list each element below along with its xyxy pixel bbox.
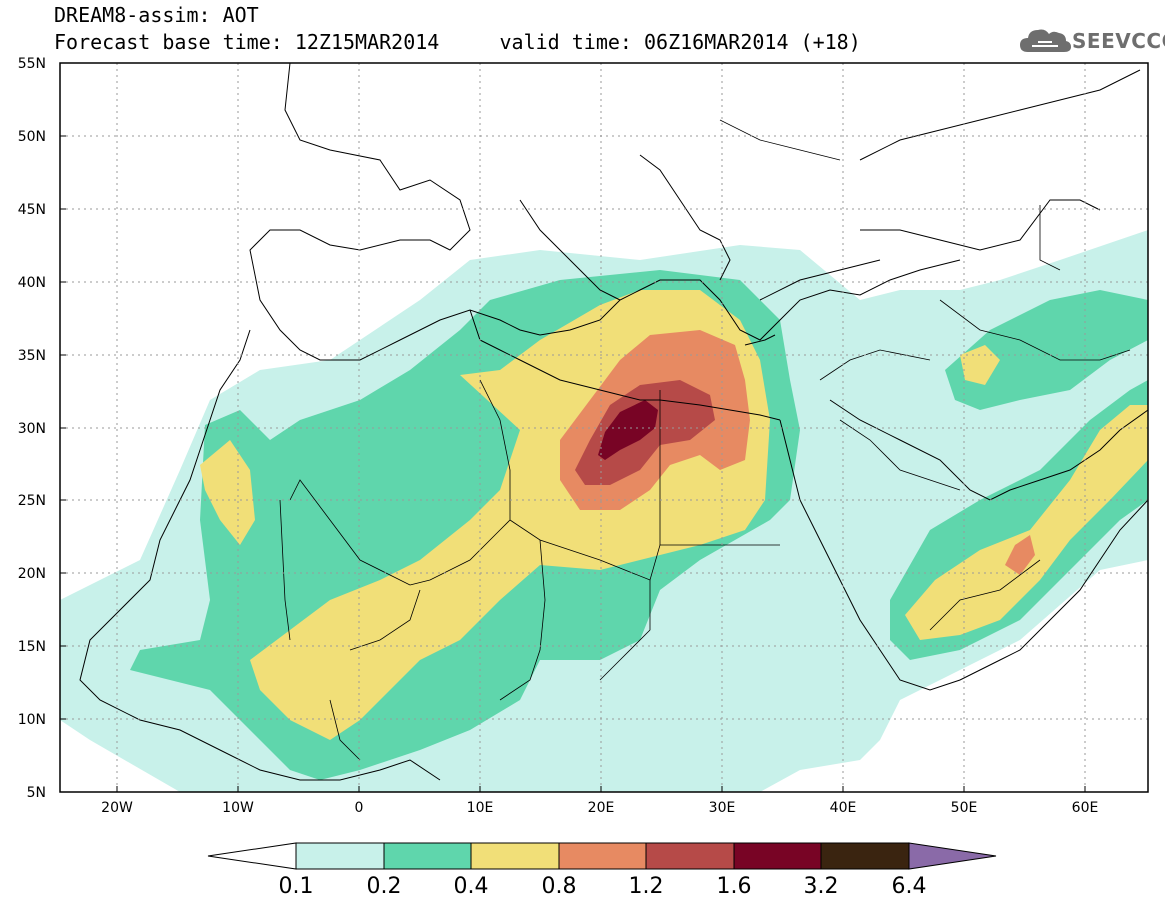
- tick-marks: [60, 62, 1086, 793]
- aot-shade-0.4-arabia: [905, 405, 1148, 640]
- aot-shade-1.6: [598, 400, 658, 460]
- colorbar-swatch: [470, 842, 560, 870]
- colorbar-swatch: [733, 842, 822, 870]
- aot-shade-0.4-west: [200, 440, 255, 545]
- aot-contours: [60, 63, 1148, 792]
- forecast-times: Forecast base time: 12Z15MAR2014 valid t…: [54, 30, 861, 54]
- graticule: [60, 63, 1148, 792]
- colorbar-label: 6.4: [892, 874, 927, 899]
- lon-label: 0: [355, 800, 364, 816]
- lon-label: 10E: [467, 800, 494, 816]
- lat-label: 35N: [18, 348, 46, 364]
- latitude-labels: 55N 50N 45N 40N 35N 30N 25N 20N 15N 10N …: [18, 56, 46, 801]
- lat-label: 5N: [27, 785, 46, 801]
- aot-shade-0.1-east: [1030, 232, 1148, 300]
- colorbar-label: 1.2: [629, 874, 664, 899]
- lon-label: 20E: [588, 800, 615, 816]
- colorbar-swatch: [295, 842, 385, 870]
- colorbar-label: 0.4: [454, 874, 489, 899]
- colorbar-label: 3.2: [804, 874, 839, 899]
- colorbar-under-arrow: [207, 842, 297, 870]
- colorbar-label: 0.2: [367, 874, 402, 899]
- colorbar-swatch: [645, 842, 735, 870]
- lon-label: 40E: [830, 800, 857, 816]
- longitude-labels: 20W 10W 0 10E 20E 30E 40E 50E 60E: [101, 800, 1098, 816]
- lat-label: 50N: [18, 129, 46, 145]
- lon-label: 30E: [709, 800, 736, 816]
- colorbar-over-arrow: [908, 842, 997, 870]
- colorbar-swatch: [820, 842, 910, 870]
- lon-label: 10W: [222, 800, 254, 816]
- cloud-icon: [1020, 29, 1071, 52]
- aot-shade-0.2-persia: [945, 290, 1148, 410]
- colorbar-label: 0.1: [279, 874, 314, 899]
- lon-label: 50E: [951, 800, 978, 816]
- lat-label: 20N: [18, 566, 46, 582]
- lat-label: 10N: [18, 712, 46, 728]
- colorbar-swatch: [383, 842, 472, 870]
- colorbar-label: 1.6: [717, 874, 752, 899]
- lat-label: 45N: [18, 202, 46, 218]
- lon-label: 60E: [1072, 800, 1099, 816]
- lat-label: 40N: [18, 275, 46, 291]
- lat-label: 30N: [18, 421, 46, 437]
- logo-text: SEEVCCC: [1072, 29, 1165, 53]
- lat-label: 25N: [18, 493, 46, 509]
- coastlines: [79, 63, 1148, 781]
- chart-title: DREAM8-assim: AOT: [54, 3, 259, 27]
- aot-shade-0.8-arabia: [1005, 535, 1035, 575]
- colorbar-label: 0.8: [542, 874, 577, 899]
- lat-label: 15N: [18, 639, 46, 655]
- colorbar-swatch: [558, 842, 647, 870]
- lat-label: 55N: [18, 56, 46, 72]
- colorbar: 0.1 0.2 0.4 0.8 1.2 1.6 3.2 6.4: [207, 842, 997, 899]
- lon-label: 20W: [101, 800, 133, 816]
